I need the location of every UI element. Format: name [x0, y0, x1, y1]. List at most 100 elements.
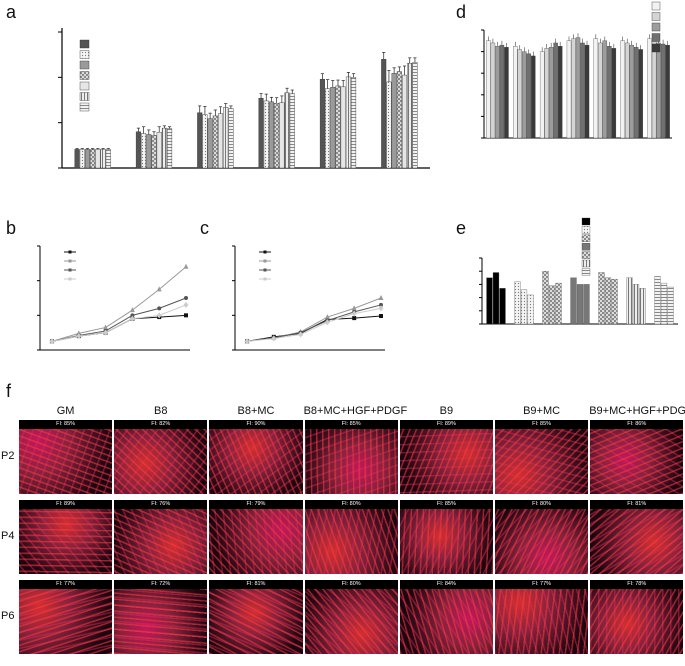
micrograph-image: FI: 85% — [495, 420, 589, 494]
micrograph-image: FI: 89% — [399, 420, 493, 494]
series-line — [246, 297, 382, 342]
series-line — [51, 297, 187, 342]
series-line — [51, 304, 187, 342]
bar — [396, 71, 402, 169]
bar — [490, 42, 496, 139]
bar — [517, 49, 522, 139]
bar — [548, 47, 554, 139]
fusion-index-label: FI: 77% — [19, 580, 113, 589]
bar — [665, 44, 670, 139]
bar — [156, 131, 162, 169]
bar — [647, 38, 652, 139]
fusion-index-label: FI: 78% — [590, 580, 684, 589]
panel-c-letter: c — [200, 218, 209, 238]
fusion-index-label: FI: 72% — [114, 580, 208, 589]
fusion-index-label: FI: 85% — [304, 420, 398, 429]
bar — [486, 40, 491, 139]
chart-doubling-time-b8 — [37, 245, 190, 351]
bar — [279, 102, 285, 169]
bar — [95, 149, 101, 169]
legend-swatch — [651, 1, 661, 11]
legend-swatch — [651, 43, 661, 53]
bar — [620, 40, 625, 139]
bar — [74, 149, 80, 169]
data-point — [352, 316, 357, 321]
legend-swatch — [581, 217, 591, 226]
bar — [548, 285, 556, 325]
bar — [412, 62, 418, 169]
micrograph-image: FI: 77% — [495, 580, 589, 654]
micrograph-image: FI: 89% — [19, 500, 113, 574]
micrograph-row-label: P6 — [1, 610, 15, 622]
bar — [402, 74, 408, 169]
micrograph-column-title: B8+MC — [237, 405, 275, 417]
fusion-index-label: FI: 84% — [399, 580, 493, 589]
bar — [218, 113, 224, 169]
data-point — [298, 331, 304, 338]
bar — [602, 40, 608, 139]
legend-marker — [68, 250, 72, 254]
data-point — [183, 301, 189, 308]
micrograph-image: FI: 78% — [590, 580, 684, 654]
bar — [274, 102, 280, 169]
fusion-index-label: FI: 80% — [495, 500, 589, 509]
micrograph-image: FI: 85% — [304, 420, 398, 494]
bar — [100, 149, 106, 169]
panel-a-letter: a — [6, 2, 17, 22]
bar — [593, 38, 599, 139]
legend-marker — [263, 259, 267, 263]
bar — [611, 48, 617, 139]
data-point — [379, 314, 383, 319]
bar — [495, 46, 500, 139]
micrograph-column-title: B8 — [154, 405, 168, 417]
bar — [325, 88, 331, 169]
bar — [407, 63, 413, 169]
bar — [570, 277, 577, 325]
fusion-index-label: FI: 85% — [495, 420, 589, 429]
bar — [667, 286, 674, 325]
fusion-index-label: FI: 81% — [209, 580, 303, 589]
data-point — [184, 313, 188, 318]
data-point — [129, 307, 135, 313]
data-point — [324, 314, 330, 320]
fusion-index-label: FI: 85% — [399, 500, 493, 509]
data-point — [156, 312, 162, 319]
bar — [522, 51, 527, 139]
micrograph-column-title: B9+MC+HGF+PDGF — [589, 405, 685, 417]
bar — [319, 78, 325, 169]
bar — [486, 277, 493, 325]
bar — [151, 135, 157, 169]
bar — [611, 278, 618, 325]
fusion-index-label: FI: 80% — [304, 580, 398, 589]
bar — [167, 128, 173, 169]
bar — [258, 97, 264, 169]
legend-swatch — [581, 226, 591, 234]
bar — [526, 53, 531, 139]
bar — [531, 55, 536, 139]
bar — [330, 87, 336, 169]
bar — [268, 101, 274, 169]
bar — [105, 149, 111, 169]
data-point — [157, 306, 162, 311]
data-point — [103, 329, 109, 336]
legend-swatch — [581, 251, 591, 259]
micrograph-column-title: GM — [56, 405, 75, 417]
bar — [135, 131, 141, 169]
micrograph-image: FI: 72% — [114, 580, 208, 654]
bar — [514, 281, 521, 325]
fusion-index-label: FI: 77% — [495, 580, 589, 589]
bar — [651, 40, 657, 139]
micrograph-image: FI: 81% — [209, 580, 303, 654]
bar — [504, 47, 509, 139]
legend-swatch — [79, 50, 90, 59]
legend-swatch — [79, 102, 90, 112]
data-point — [156, 286, 162, 292]
micrograph-row-label: P4 — [1, 530, 15, 542]
bar — [626, 277, 633, 325]
data-point — [184, 296, 188, 300]
legend-marker — [263, 277, 267, 281]
bar — [197, 112, 203, 169]
micrograph-image: FI: 86% — [590, 420, 684, 494]
bar — [544, 48, 549, 139]
bar — [84, 149, 90, 169]
